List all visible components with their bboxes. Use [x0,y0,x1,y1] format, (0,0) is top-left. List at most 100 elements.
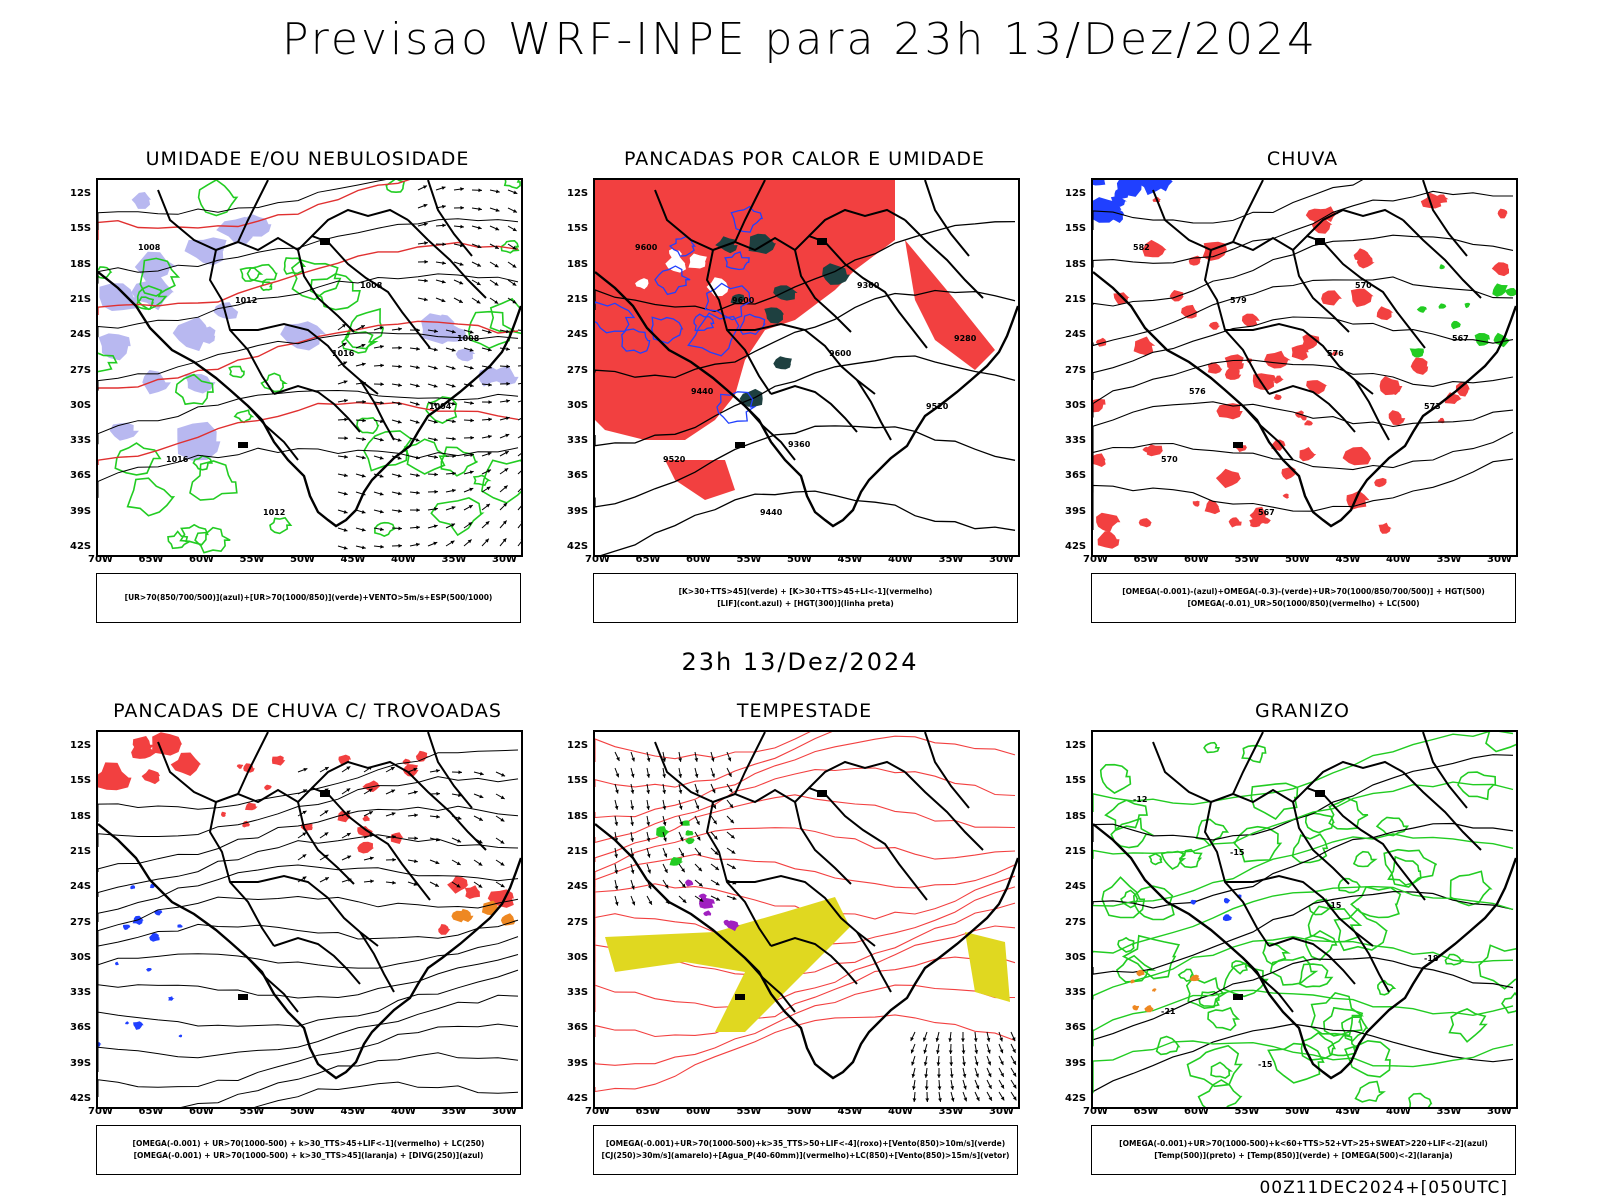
map-svg [595,732,1018,1103]
contour-label: 582 [1133,243,1150,252]
panel-title: PANCADAS POR CALOR E UMIDADE [623,148,985,170]
contour-label: 576 [1189,387,1206,396]
lon-tick-label: 30W [492,1106,517,1117]
lat-tick-label: 18S [1065,810,1087,822]
lat-tick-label: 21S [567,845,589,857]
lat-tick-label: 42S [70,541,92,552]
lat-tick-label: 12S [1065,740,1087,751]
legend-line: [Temp(500)](preto) + [Temp(850)](verde) … [1154,1151,1453,1160]
lat-tick-label: 33S [567,435,589,447]
lat-tick-label: 15S [567,223,589,235]
lat-tick-label: 30S [70,399,92,411]
contour-label: 570 [1355,281,1372,290]
lat-tick-label: 12S [70,188,92,199]
panel-title: UMIDADE E/OU NEBULOSIDADE [145,148,470,170]
legend-line: [UR>70(850/700/500)](azul)+[UR>70(1000/8… [124,593,493,602]
legend-line: [CJ(250)>30m/s](amarelo)+[Agua_P(40-60mm… [601,1151,1010,1160]
lon-tick-label: 30W [1487,554,1512,565]
map-plot [96,730,523,1109]
lat-tick-label: 27S [1065,916,1087,928]
lon-tick-label: 40W [888,1106,913,1117]
lon-tick-label: 45W [1335,554,1361,565]
legend-line: [LIF](cont.azul) + [HGT(300)](linha pret… [717,599,894,608]
contour-label: 567 [1258,508,1275,517]
lon-tick-label: 35W [938,1106,964,1117]
lon-tick-label: 55W [239,1106,265,1117]
lon-tick-label: 35W [441,1106,467,1117]
lon-tick-label: 30W [492,554,517,565]
lat-tick-label: 18S [70,258,92,270]
panel-title: GRANIZO [1255,700,1350,722]
contour-label: 9600 [829,349,852,358]
contour-label: 1008 [457,334,480,343]
lat-tick-label: 12S [567,188,589,199]
lat-tick-label: 36S [1065,1022,1087,1034]
lat-tick-label: 42S [567,1093,589,1104]
lat-tick-label: 24S [70,881,92,893]
lat-tick-label: 18S [1065,258,1087,270]
contour-label: -15 [1258,1060,1273,1069]
lat-tick-label: 18S [70,810,92,822]
lon-tick-label: 40W [391,1106,416,1117]
legend-box: [UR>70(850/700/500)](azul)+[UR>70(1000/8… [96,573,521,623]
legend-box: [OMEGA(-0.001)-(azul)+OMEGA(-0.3)-(verde… [1091,573,1516,623]
lat-tick-label: 39S [1065,1057,1087,1069]
lat-tick-label: 21S [70,845,92,857]
contour-label: 9360 [788,440,811,449]
lon-tick-label: 50W [290,1106,315,1117]
lon-tick-label: 65W [1133,554,1159,565]
contour-label: 1008 [138,243,161,252]
lon-tick-label: 70W [88,554,113,565]
contour-label: 567 [1452,334,1469,343]
lat-tick-label: 18S [567,258,589,270]
lon-tick-label: 35W [1436,554,1462,565]
legend-line: [OMEGA(-0.001) + UR>70(1000-500) + k>30_… [133,1151,484,1160]
lat-tick-label: 18S [567,810,589,822]
lat-tick-label: 27S [567,916,589,928]
lon-tick-label: 55W [736,1106,762,1117]
lat-tick-label: 33S [567,987,589,999]
lat-tick-label: 33S [70,435,92,447]
legend-line: [OMEGA(-0.001)+UR>70(1000-500)+k>35_TTS>… [605,1139,1006,1148]
lon-tick-label: 50W [1285,554,1310,565]
contour-label: -15 [1327,901,1342,910]
lat-tick-label: 30S [567,399,589,411]
lat-tick-label: 15S [567,775,589,787]
legend-box: [OMEGA(-0.001) + UR>70(1000-500) + k>30_… [96,1125,521,1175]
lat-tick-label: 24S [1065,329,1087,341]
lat-tick-label: 33S [1065,435,1087,447]
lon-tick-label: 65W [1133,1106,1159,1117]
map-plot: 9600 9600 9600 9520 9520 9440 9360 9280 9440 9360 [593,178,1020,557]
lon-tick-label: 70W [585,1106,610,1117]
lon-tick-label: 60W [189,554,214,565]
legend-line: [OMEGA(-0.001) + UR>70(1000-500) + k>30_… [132,1139,485,1148]
lat-tick-label: 12S [567,740,589,751]
lat-tick-label: 39S [567,1057,589,1069]
lat-tick-label: 15S [70,223,92,235]
lat-tick-label: 30S [1065,399,1087,411]
lat-tick-label: 27S [567,364,589,376]
map-plot: 582 579 576 573 570 567 570 567 576 [1091,178,1518,557]
lon-tick-label: 60W [686,554,711,565]
lon-tick-label: 55W [736,554,762,565]
lon-tick-label: 45W [340,1106,366,1117]
contour-label: 1012 [263,508,285,517]
contour-label: 570 [1161,455,1178,464]
lat-tick-label: 24S [567,329,589,341]
contour-label: -21 [1161,1007,1176,1016]
map-svg: 582 579 576 573 570 567 570 567 576 [1093,180,1516,549]
lon-tick-label: 40W [391,554,416,565]
map-plot: -12 -15 -15 -18 -21 -15 [1091,730,1518,1109]
lat-tick-label: 15S [70,775,92,787]
legend-line: [OMEGA(-0.001)-(azul)+OMEGA(-0.3)-(verde… [1122,587,1485,596]
lon-tick-label: 55W [1234,554,1260,565]
lon-tick-label: 55W [1234,1106,1260,1117]
legend-box: [OMEGA(-0.001)+UR>70(1000-500)+k>35_TTS>… [593,1125,1018,1175]
contour-label: -12 [1133,795,1147,804]
contour-label: 9600 [732,296,755,305]
lon-tick-label: 60W [686,1106,711,1117]
lat-tick-label: 21S [1065,845,1087,857]
contour-label: 576 [1327,349,1344,358]
